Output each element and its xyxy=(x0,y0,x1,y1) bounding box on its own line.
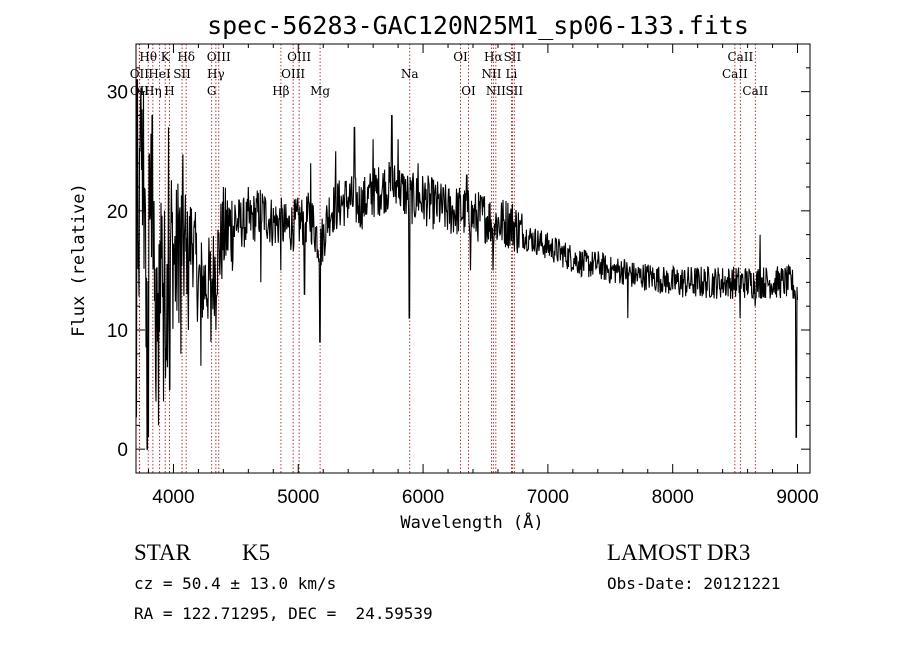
x-tick-label: 9000 xyxy=(776,487,818,508)
line-marker-label: OIII xyxy=(207,50,231,64)
line-marker-label: Hβ xyxy=(272,84,289,98)
x-axis-title: Wavelength (Å) xyxy=(400,511,543,533)
line-marker-label: CaII xyxy=(722,67,748,81)
line-marker-label: Hγ xyxy=(207,67,225,81)
line-marker-label: SII xyxy=(505,84,523,98)
x-tick-label: 5000 xyxy=(277,487,319,508)
redshift-velocity: cz = 50.4 ± 13.0 km/s xyxy=(134,574,337,593)
line-marker-label: Li xyxy=(506,67,518,81)
object-subclass: K5 xyxy=(242,540,271,565)
line-marker-label: OI xyxy=(461,84,476,98)
chart-title: spec-56283-GAC120N25M1_sp06-133.fits xyxy=(207,11,749,40)
object-class: STAR xyxy=(134,540,191,565)
y-axis: 0 10 20 30 xyxy=(107,67,810,461)
x-tick-label: 7000 xyxy=(527,487,569,508)
line-marker-label: OII xyxy=(130,84,150,98)
line-marker-label: G xyxy=(207,84,217,98)
line-marker-label: OIII xyxy=(287,50,311,64)
line-marker-label: OIII xyxy=(281,67,305,81)
line-marker-label: H xyxy=(164,84,174,98)
line-marker-label: HeI xyxy=(148,67,171,81)
y-tick-label: 30 xyxy=(107,83,128,104)
plot-frame xyxy=(135,43,811,474)
line-marker-label: OII xyxy=(130,67,150,81)
line-marker-label: K xyxy=(161,50,171,64)
x-axis: 4000 5000 6000 7000 8000 9000 xyxy=(147,44,819,508)
line-marker-label: Hη xyxy=(144,84,162,98)
line-marker-label: NII xyxy=(481,67,501,81)
line-marker-label: Hθ xyxy=(139,50,157,64)
coordinates: RA = 122.71295, DEC = 24.59539 xyxy=(134,604,433,623)
line-marker-label: SII xyxy=(504,50,522,64)
spectrum-line xyxy=(135,79,799,450)
line-marker-label: NII xyxy=(486,84,506,98)
line-marker-label: SII xyxy=(173,67,191,81)
y-tick-label: 20 xyxy=(107,202,128,223)
y-tick-label: 0 xyxy=(117,440,128,461)
x-tick-label: 6000 xyxy=(402,487,444,508)
line-marker-label: CaII xyxy=(742,84,768,98)
observation-date: Obs-Date: 20121221 xyxy=(607,574,781,593)
y-axis-title: Flux (relative) xyxy=(69,183,89,337)
x-tick-label: 8000 xyxy=(652,487,694,508)
line-marker-label: Na xyxy=(401,67,419,81)
survey-name: LAMOST DR3 xyxy=(607,540,751,565)
line-marker-label: Hα xyxy=(484,50,503,64)
line-marker-label: Hδ xyxy=(177,50,195,64)
line-marker-label: Mg xyxy=(310,84,330,98)
x-tick-label: 4000 xyxy=(152,487,194,508)
line-marker-label: CaII xyxy=(727,50,753,64)
line-marker-label: OI xyxy=(453,50,468,64)
y-tick-label: 10 xyxy=(107,321,128,342)
